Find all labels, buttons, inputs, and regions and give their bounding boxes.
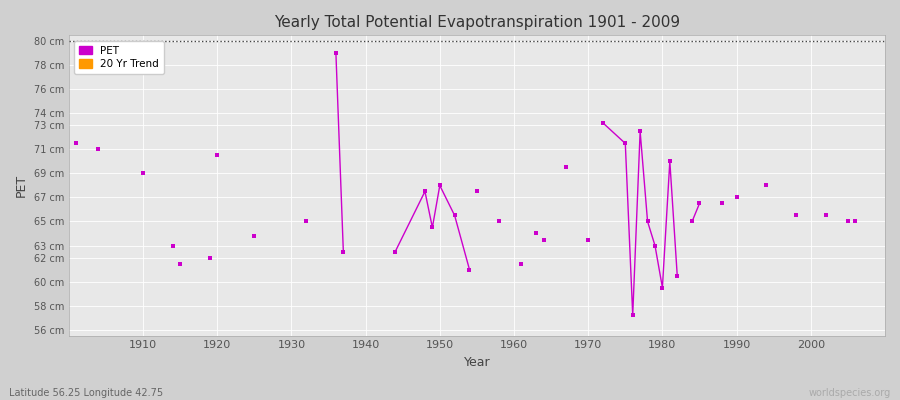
Point <box>655 284 670 291</box>
Point <box>788 212 803 219</box>
Point <box>841 218 855 225</box>
Point <box>210 152 224 159</box>
Point <box>492 218 507 225</box>
Point <box>425 224 439 231</box>
Point <box>662 158 677 165</box>
Point <box>529 230 544 237</box>
Point <box>470 188 484 195</box>
Point <box>715 200 729 207</box>
Point <box>418 188 432 195</box>
Point <box>166 242 180 249</box>
Text: worldspecies.org: worldspecies.org <box>809 388 891 398</box>
Point <box>463 266 477 273</box>
Y-axis label: PET: PET <box>15 174 28 197</box>
Point <box>692 200 706 207</box>
Point <box>173 260 187 267</box>
Point <box>848 218 862 225</box>
X-axis label: Year: Year <box>464 356 490 369</box>
Point <box>388 248 402 255</box>
Point <box>514 260 528 267</box>
Point <box>91 146 105 153</box>
Point <box>596 120 610 126</box>
Point <box>759 182 773 189</box>
Point <box>685 218 699 225</box>
Point <box>633 128 647 135</box>
Point <box>433 182 447 189</box>
Point <box>536 236 551 243</box>
Point <box>670 272 684 279</box>
Point <box>729 194 743 201</box>
Point <box>69 140 84 147</box>
Point <box>581 236 596 243</box>
Point <box>648 242 662 249</box>
Point <box>336 248 350 255</box>
Point <box>248 233 262 239</box>
Title: Yearly Total Potential Evapotranspiration 1901 - 2009: Yearly Total Potential Evapotranspiratio… <box>274 15 680 30</box>
Point <box>299 218 313 225</box>
Point <box>641 218 655 225</box>
Point <box>618 140 633 147</box>
Point <box>626 312 640 318</box>
Point <box>202 254 217 261</box>
Text: Latitude 56.25 Longitude 42.75: Latitude 56.25 Longitude 42.75 <box>9 388 163 398</box>
Point <box>447 212 462 219</box>
Point <box>136 170 150 177</box>
Point <box>328 50 343 56</box>
Legend: PET, 20 Yr Trend: PET, 20 Yr Trend <box>74 40 164 74</box>
Point <box>559 164 573 171</box>
Point <box>818 212 832 219</box>
